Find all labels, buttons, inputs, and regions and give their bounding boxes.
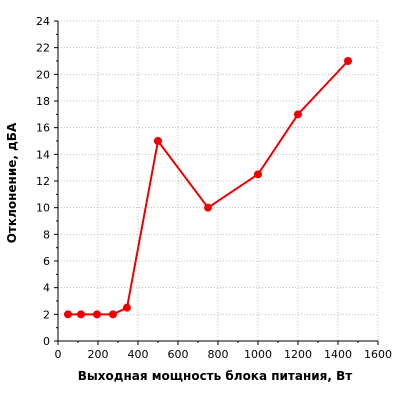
y-tick-label: 20 [36, 68, 50, 81]
x-tick-label: 0 [55, 348, 62, 361]
y-tick-label: 16 [36, 122, 50, 135]
y-tick-label: 22 [36, 42, 50, 55]
data-point [254, 170, 262, 179]
series [64, 57, 352, 319]
x-tick-label: 1200 [284, 348, 312, 361]
x-tick-label: 1000 [244, 348, 272, 361]
data-point [123, 303, 131, 312]
data-point [64, 310, 72, 319]
x-tick-label: 200 [88, 348, 109, 361]
y-tick-label: 0 [43, 335, 50, 348]
y-tick-label: 8 [43, 228, 50, 241]
data-point [204, 203, 212, 212]
y-tick-label: 18 [36, 95, 50, 108]
x-tick-label: 400 [128, 348, 149, 361]
x-tick-label: 600 [168, 348, 189, 361]
y-tick-label: 2 [43, 308, 50, 321]
x-tick-label: 1600 [364, 348, 392, 361]
x-tick-label: 800 [208, 348, 229, 361]
y-tick-label: 10 [36, 202, 50, 215]
grid [58, 20, 379, 341]
x-axis-title: Выходная мощность блока питания, Вт [78, 369, 353, 383]
y-axis-title: Отклонение, дБА [5, 122, 19, 243]
series-line [68, 60, 349, 316]
ticks: 0 200 400 600 800 1000 1200 1400 160002468101214… [36, 15, 392, 361]
y-tick-label: 4 [43, 282, 50, 295]
data-point [154, 137, 162, 145]
y-tick-label: 6 [43, 255, 50, 268]
y-tick-label: 24 [36, 15, 50, 28]
y-tick-label: 12 [36, 175, 50, 188]
x-tick-label: 1400 [324, 348, 352, 361]
y-tick-label: 14 [36, 148, 50, 161]
data-point [93, 310, 101, 319]
data-point [344, 57, 352, 65]
data-point [294, 110, 302, 119]
data-point [109, 310, 117, 319]
data-point [77, 310, 85, 319]
